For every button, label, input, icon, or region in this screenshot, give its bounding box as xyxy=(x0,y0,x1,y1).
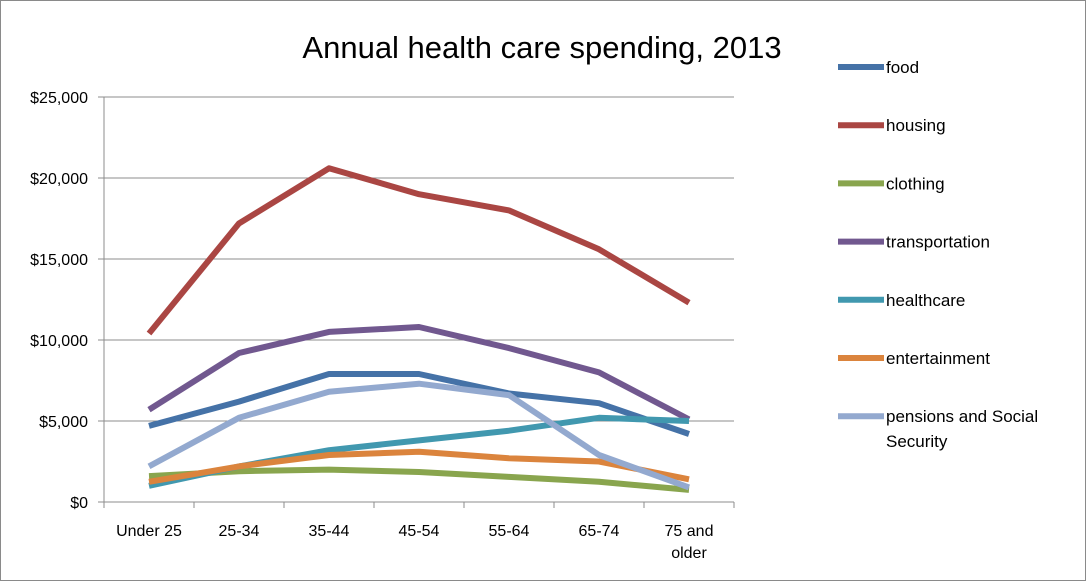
legend-item: clothing xyxy=(838,174,945,193)
y-tick-label: $10,000 xyxy=(30,333,88,350)
x-tick-label: Under 25 xyxy=(116,523,182,540)
x-axis: Under 25 25-34 35-44 45-54 55-64 65-74 75 and o… xyxy=(103,502,735,562)
y-tick-label: $20,000 xyxy=(30,171,88,188)
legend: food housing clothing transportation healthc… xyxy=(838,58,1038,451)
plot-area xyxy=(146,165,691,493)
series-line-food xyxy=(148,371,690,437)
legend-item: food xyxy=(838,58,919,77)
legend-label: transportation xyxy=(886,233,990,252)
series-line-clothing xyxy=(148,466,690,493)
y-axis: $0 $5,000 $10,000 $15,000 $20,000 $25,000 xyxy=(30,90,105,512)
series-line-transportation xyxy=(147,324,691,423)
y-tick-label: $5,000 xyxy=(39,414,88,431)
y-tick-label: $25,000 xyxy=(30,90,88,107)
series-line-pensions-and-social-security xyxy=(147,380,691,491)
legend-item: entertainment xyxy=(838,349,990,368)
y-tick-label: $0 xyxy=(70,495,88,512)
x-tick-label: 65-74 xyxy=(579,523,620,540)
legend-item: transportation xyxy=(838,233,990,252)
x-tick-label: 35-44 xyxy=(309,523,350,540)
legend-label: entertainment xyxy=(886,349,990,368)
legend-item: healthcare xyxy=(838,291,965,310)
x-tick-label: 25-34 xyxy=(219,523,260,540)
y-tick-label: $15,000 xyxy=(30,252,88,269)
x-tick-label: 75 and older xyxy=(665,523,714,562)
series-line-entertainment xyxy=(148,448,690,485)
legend-item: housing xyxy=(838,116,946,135)
chart-title: Annual health care spending, 2013 xyxy=(302,30,781,65)
x-tick-label: 45-54 xyxy=(399,523,440,540)
legend-label: healthcare xyxy=(886,291,965,310)
x-tick-label: 55-64 xyxy=(489,523,530,540)
legend-item: pensions and Social Security xyxy=(838,407,1038,451)
legend-label: clothing xyxy=(886,174,945,193)
legend-label: housing xyxy=(886,116,946,135)
series-line-housing xyxy=(146,165,691,336)
legend-label: pensions and Social Security xyxy=(886,407,1038,451)
legend-label: food xyxy=(886,58,919,77)
